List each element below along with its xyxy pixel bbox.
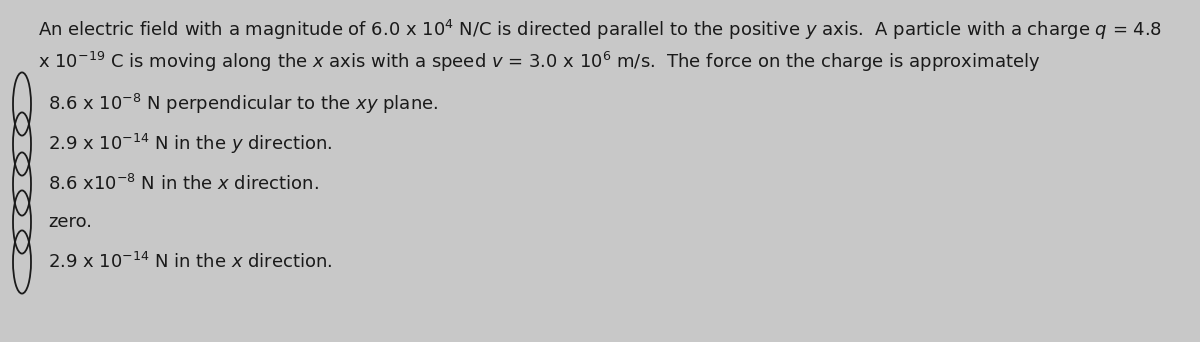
Text: 2.9 x 10$^{-14}$ N in the $x$ direction.: 2.9 x 10$^{-14}$ N in the $x$ direction. bbox=[48, 252, 332, 272]
Text: zero.: zero. bbox=[48, 213, 92, 231]
Text: An electric field with a magnitude of 6.0 x 10$^{4}$ N/C is directed parallel to: An electric field with a magnitude of 6.… bbox=[38, 18, 1162, 42]
Text: 8.6 x10$^{-8}$ N in the $x$ direction.: 8.6 x10$^{-8}$ N in the $x$ direction. bbox=[48, 174, 319, 194]
Text: 8.6 x 10$^{-8}$ N perpendicular to the $xy$ plane.: 8.6 x 10$^{-8}$ N perpendicular to the $… bbox=[48, 92, 438, 116]
Text: 2.9 x 10$^{-14}$ N in the $y$ direction.: 2.9 x 10$^{-14}$ N in the $y$ direction. bbox=[48, 132, 332, 156]
Text: x 10$^{-19}$ C is moving along the $x$ axis with a speed $v$ = 3.0 x 10$^{6}$ m/: x 10$^{-19}$ C is moving along the $x$ a… bbox=[38, 50, 1040, 74]
